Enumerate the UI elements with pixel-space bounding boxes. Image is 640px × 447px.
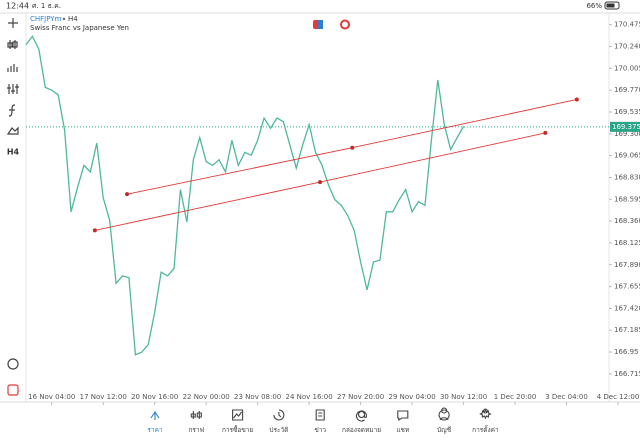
timeframe: H4 xyxy=(68,15,78,23)
nav-icon[interactable] xyxy=(438,407,450,421)
nav-icon[interactable] xyxy=(397,410,409,422)
y-tick-label: 169.300 xyxy=(614,130,640,138)
price-line xyxy=(25,35,465,356)
bottom-nav: ราคา กราฟ การซื้อขาย ประวัติ ข่าว กล่องจดหมาย… xyxy=(147,407,499,434)
x-tick-label: 23 Nov 08:00 xyxy=(234,393,281,401)
trade-tool[interactable] xyxy=(7,384,19,396)
y-tick-label: 168.595 xyxy=(614,195,640,203)
x-tick-label: 22 Nov 00:00 xyxy=(183,393,230,401)
y-tick-label: 166.95 xyxy=(614,348,639,356)
nav-label[interactable]: บัญชี xyxy=(437,426,452,434)
nav-label[interactable]: ประวัติ xyxy=(269,426,288,434)
settings-tool[interactable] xyxy=(7,84,19,94)
nav-icon[interactable] xyxy=(232,409,244,421)
y-tick-label: 167.655 xyxy=(614,283,640,291)
x-tick-label: 24 Nov 16:00 xyxy=(286,393,333,401)
status-time: 12:44 xyxy=(6,2,29,11)
trend-point xyxy=(574,97,579,102)
buy-button[interactable] xyxy=(318,20,323,29)
status-date: ศ. 1 ธ.ค. xyxy=(32,2,61,10)
nav-icon[interactable] xyxy=(355,410,368,422)
y-tick-label: 166.715 xyxy=(614,370,640,378)
plot: 170.475 170.240 170.005 169.770 169.535 169.3… xyxy=(25,21,640,405)
indicators-tool[interactable] xyxy=(7,64,18,72)
nav-icon[interactable] xyxy=(479,408,492,420)
x-tick-label: 17 Nov 12:00 xyxy=(80,393,127,401)
y-tick-label: 169.535 xyxy=(614,108,640,116)
status-battery: 66% xyxy=(586,2,602,10)
y-tick-label: 169.770 xyxy=(614,86,640,94)
nav-label[interactable]: กล่องจดหมาย xyxy=(342,426,381,434)
current-price-label: 169.375 xyxy=(612,123,640,131)
symbol: CHFJPYm xyxy=(30,15,62,23)
nav-icon[interactable] xyxy=(315,409,325,421)
y-tick-label: 170.240 xyxy=(614,43,640,51)
x-tick-label: 4 Dec 12:00 xyxy=(597,393,640,401)
y-tick-label: 168.360 xyxy=(614,217,640,225)
y-tick-label: 167.890 xyxy=(614,261,640,269)
nav-label[interactable]: กราฟ xyxy=(188,426,204,434)
nav-label[interactable]: ราคา xyxy=(147,426,162,434)
objects-tool[interactable] xyxy=(6,126,19,135)
y-tick-label: 170.475 xyxy=(614,21,640,29)
x-tick-label: 27 Nov 20:00 xyxy=(337,393,384,401)
trend-point xyxy=(318,180,323,185)
timeframe-button[interactable]: H4 xyxy=(7,148,20,157)
current-price-box xyxy=(610,121,640,132)
y-tick-label: 168.125 xyxy=(614,239,640,247)
nav-label[interactable]: ข่าว xyxy=(314,426,326,434)
y-tick-label: 168.830 xyxy=(614,173,640,181)
y-tick-label: 167.420 xyxy=(614,304,640,312)
nav-icon[interactable] xyxy=(190,411,202,419)
crosshair-tool[interactable] xyxy=(8,18,18,28)
separator-dot xyxy=(62,17,66,21)
x-tick-label: 29 Nov 04:00 xyxy=(388,393,435,401)
toolbar xyxy=(6,18,19,396)
trend-point xyxy=(350,145,355,150)
nav-label[interactable]: แชท xyxy=(396,426,409,434)
one-click-trade[interactable] xyxy=(340,19,350,30)
trend-point xyxy=(543,130,548,135)
trend-point xyxy=(92,228,97,233)
function-tool[interactable] xyxy=(8,104,16,117)
trend-point xyxy=(125,192,130,197)
x-tick-label: 16 Nov 04:00 xyxy=(28,393,75,401)
chart-type-tool[interactable] xyxy=(7,40,18,49)
nav-label[interactable]: การตั้งค่า xyxy=(472,425,499,434)
y-tick-label: 170.005 xyxy=(614,64,640,72)
chart-title: Swiss Franc vs Japanese Yen xyxy=(30,24,129,32)
nav-icon[interactable] xyxy=(273,409,285,421)
x-tick-label: 3 Dec 04:00 xyxy=(545,393,588,401)
search-tool[interactable] xyxy=(7,358,19,370)
x-tick-label: 30 Nov 12:00 xyxy=(440,393,487,401)
x-tick-label: 1 Dec 20:00 xyxy=(494,393,537,401)
battery-level xyxy=(606,3,615,8)
y-tick-label: 169.065 xyxy=(614,152,640,160)
nav-icon[interactable] xyxy=(150,411,160,420)
nav-label[interactable]: การซื้อขาย xyxy=(222,425,253,434)
battery-icon xyxy=(604,1,620,10)
y-tick-label: 167.185 xyxy=(614,326,640,334)
x-tick-label: 20 Nov 16:00 xyxy=(131,393,178,401)
